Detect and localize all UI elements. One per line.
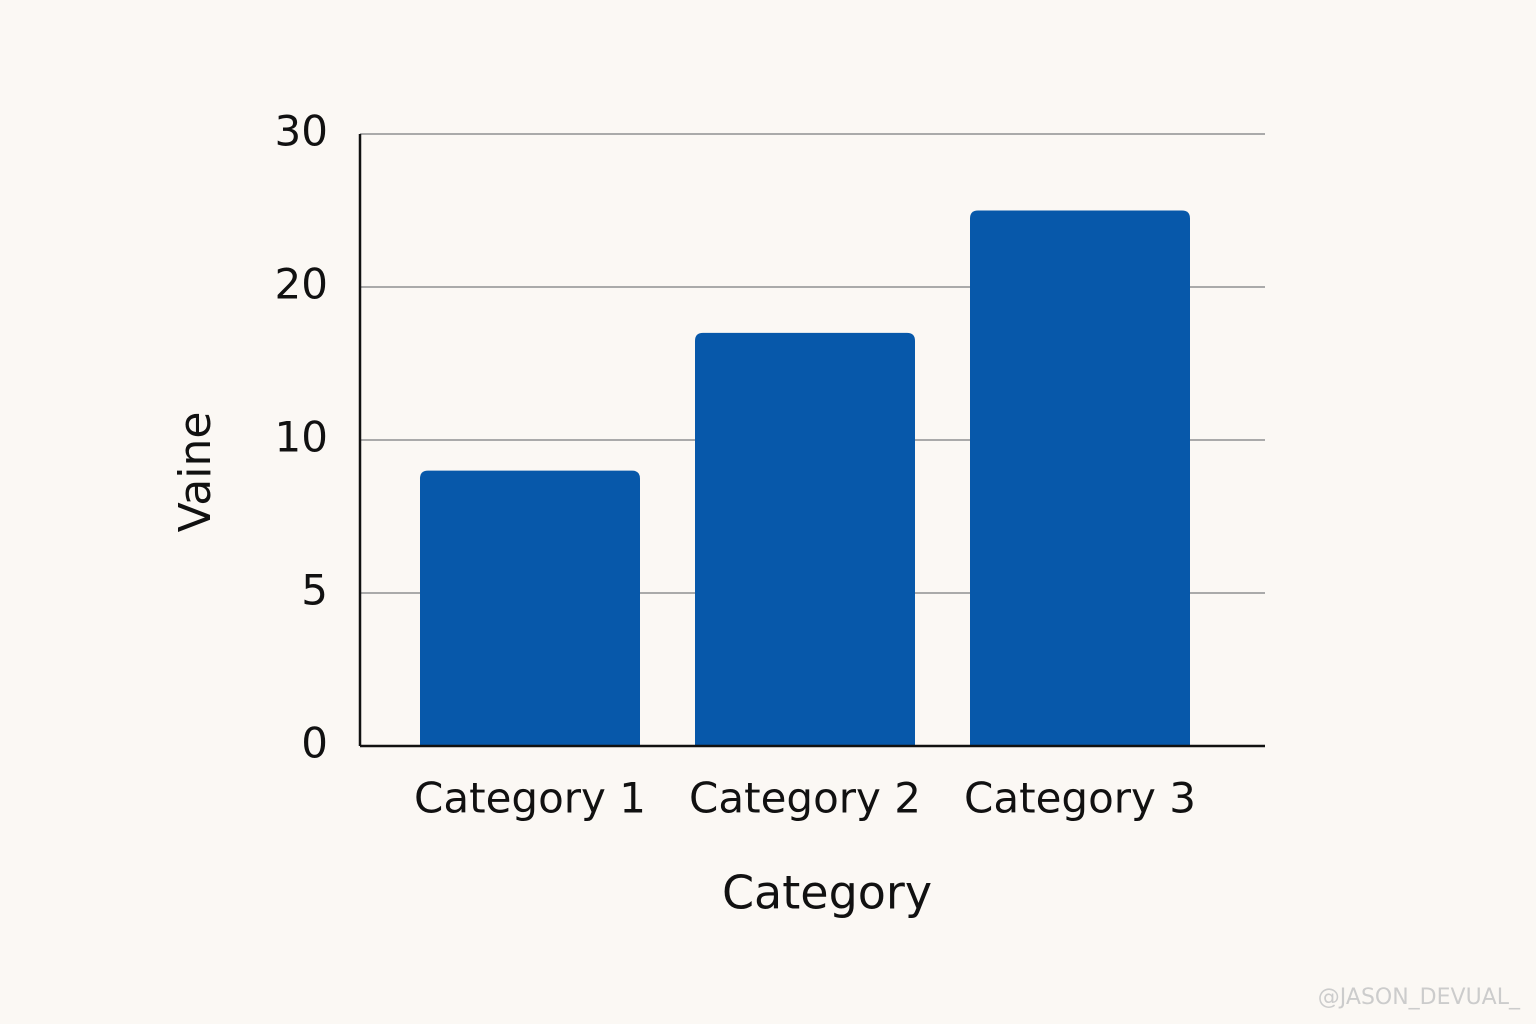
y-tick-label: 20 [275,260,328,309]
y-axis-label: Vaine [170,412,221,533]
x-tick-label: Category 2 [689,774,921,823]
y-tick-label: 0 [301,719,328,768]
y-tick-label: 5 [301,566,328,615]
bar [420,470,640,746]
y-tick-label: 10 [275,413,328,462]
x-axis-label: Category [722,866,932,920]
bar [970,210,1190,746]
x-tick-label: Category 3 [964,774,1196,823]
y-tick-label: 30 [275,107,328,156]
x-tick-label: Category 1 [414,774,646,823]
bar [695,332,915,746]
watermark: @JASON_DEVUAL_ [1318,985,1521,1010]
